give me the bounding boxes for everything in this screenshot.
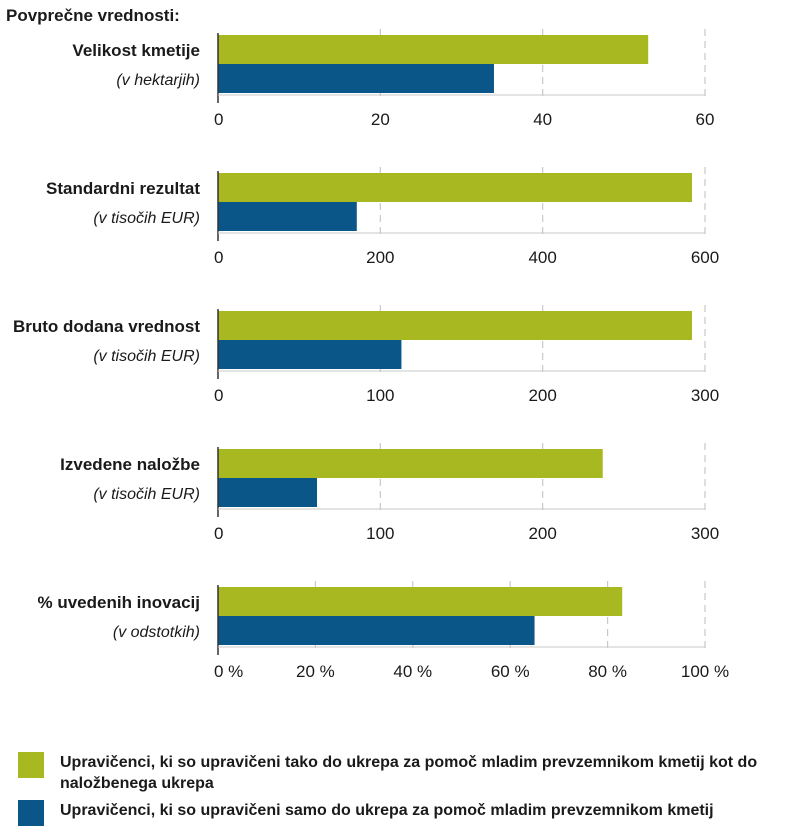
chart-panels: 0 20 40 60 Velikost kmetije (v hektarjih) 0 200… — [13, 29, 729, 681]
tick-label-2-2: 400 — [528, 248, 556, 267]
tick-label-3-3: 300 — [691, 386, 719, 405]
legend-label-series-1: Upravičenci, ki so upravičeni tako do uk… — [60, 754, 758, 792]
legend-item-series-2: Upravičenci, ki so upravičeni samo do uk… — [18, 800, 793, 826]
category-unit-1: (v hektarjih) — [116, 72, 200, 89]
tick-label-5-3: 60 % — [491, 662, 530, 681]
bar-panel-3-series-2 — [218, 340, 402, 369]
category-label-2: Standardni rezultat — [46, 179, 200, 198]
category-label-4: Izvedene naložbe — [60, 455, 200, 474]
tick-label-1-1: 20 — [371, 110, 390, 129]
bar-panel-3-series-1 — [218, 311, 693, 340]
bar-panel-2-series-2 — [218, 202, 357, 231]
bar-panel-1-series-2 — [218, 64, 494, 93]
category-label-5: % uvedenih inovacij — [38, 593, 201, 612]
tick-label-4-0: 0 — [214, 524, 223, 543]
chart: Povprečne vrednosti: 0 20 40 60 Velikost kme… — [6, 6, 729, 681]
tick-label-5-4: 80 % — [588, 662, 627, 681]
bar-panel-4-series-1 — [218, 449, 603, 478]
chart-title: Povprečne vrednosti: — [6, 6, 180, 25]
category-label-1: Velikost kmetije — [72, 41, 200, 60]
legend: Upravičenci, ki so upravičeni tako do uk… — [18, 752, 793, 832]
tick-label-4-2: 200 — [528, 524, 556, 543]
tick-label-3-0: 0 — [214, 386, 223, 405]
category-unit-4: (v tisočih EUR) — [93, 486, 200, 503]
tick-label-2-3: 600 — [691, 248, 719, 267]
tick-label-4-1: 100 — [366, 524, 394, 543]
bar-panel-5-series-1 — [218, 587, 623, 616]
tick-label-5-0: 0 % — [214, 662, 243, 681]
bar-panel-5-series-2 — [218, 616, 535, 645]
category-unit-3: (v tisočih EUR) — [93, 348, 200, 365]
tick-label-3-2: 200 — [528, 386, 556, 405]
bar-panel-4-series-2 — [218, 478, 318, 507]
category-unit-5: (v odstotkih) — [113, 624, 200, 641]
tick-label-5-5: 100 % — [681, 662, 729, 681]
tick-label-2-1: 200 — [366, 248, 394, 267]
legend-swatch-series-1 — [18, 752, 44, 778]
category-label-3: Bruto dodana vrednost — [13, 317, 200, 336]
legend-item-series-1: Upravičenci, ki so upravičeni tako do uk… — [18, 752, 793, 794]
tick-label-3-1: 100 — [366, 386, 394, 405]
category-unit-2: (v tisočih EUR) — [93, 210, 200, 227]
bar-panel-1-series-1 — [218, 35, 649, 64]
tick-label-1-3: 60 — [696, 110, 715, 129]
legend-label-series-2: Upravičenci, ki so upravičeni samo do uk… — [60, 802, 714, 819]
tick-label-1-0: 0 — [214, 110, 223, 129]
tick-label-5-2: 40 % — [393, 662, 432, 681]
tick-label-1-2: 40 — [533, 110, 552, 129]
tick-label-5-1: 20 % — [296, 662, 335, 681]
legend-swatch-series-2 — [18, 800, 44, 826]
tick-label-2-0: 0 — [214, 248, 223, 267]
bar-panel-2-series-1 — [218, 173, 693, 202]
tick-label-4-3: 300 — [691, 524, 719, 543]
